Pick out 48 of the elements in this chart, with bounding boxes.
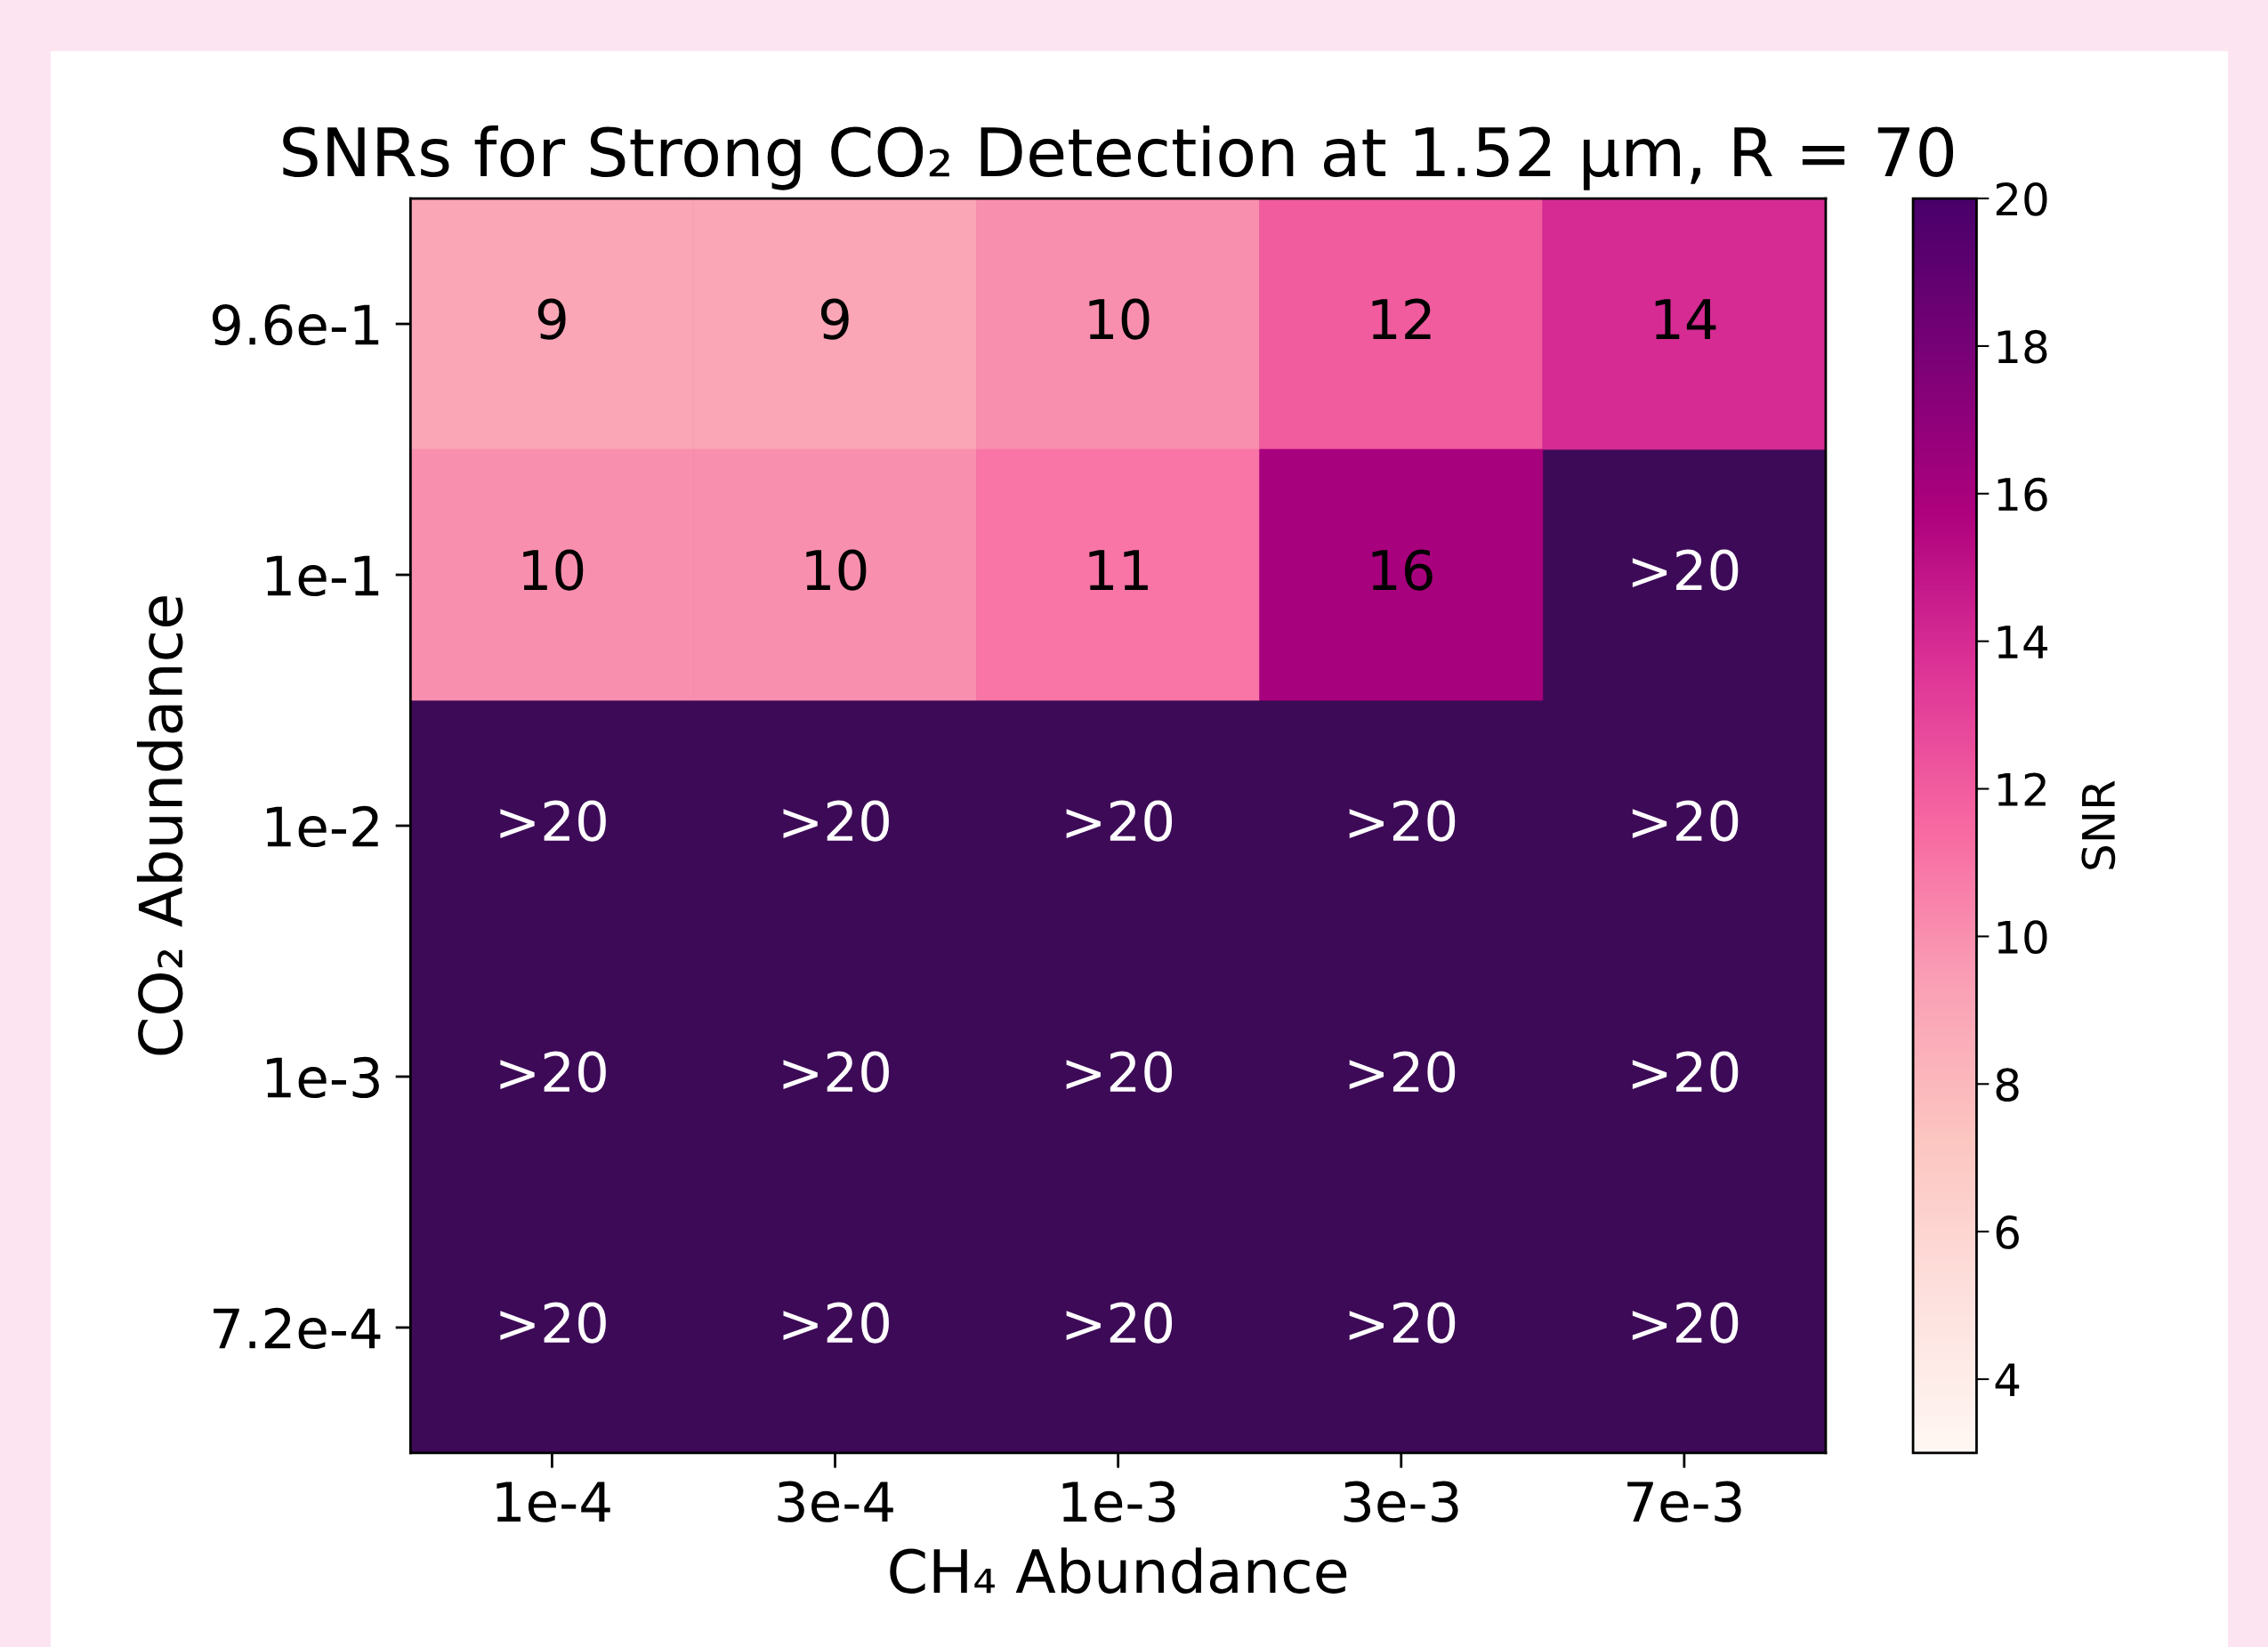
data-label: 9 bbox=[820, 298, 849, 340]
x-tick-label: 1e-3 bbox=[1062, 1481, 1175, 1522]
text: >20 bbox=[1349, 1051, 1456, 1093]
color-bar-label: 4 bbox=[1995, 1363, 2020, 1397]
data-label: 9 bbox=[537, 298, 566, 340]
text: >20 bbox=[1632, 549, 1739, 591]
color-bar-label: 14 bbox=[1998, 626, 2048, 658]
text: >20 bbox=[1632, 800, 1739, 842]
text: >20 bbox=[1066, 800, 1173, 842]
text: >20 bbox=[1066, 1051, 1173, 1093]
text: >20 bbox=[783, 1051, 889, 1093]
x-tick-label: 3e-4 bbox=[778, 1481, 893, 1522]
x-tick-label: 7e-3 bbox=[1627, 1481, 1741, 1522]
y-tick-label: 1e-1 bbox=[267, 555, 379, 597]
text: >20 bbox=[1632, 1051, 1739, 1093]
y-tick-label: 1e-2 bbox=[267, 805, 378, 848]
color-bar-label: 12 bbox=[1998, 772, 2046, 806]
text: >20 bbox=[500, 1051, 606, 1093]
color-bar-label: 18 bbox=[1998, 329, 2047, 364]
x-tick-label: 3e-3 bbox=[1344, 1481, 1458, 1522]
chart-title: SNRs for Strong CO₂ Detection at 1.52 μm, R = 70 bbox=[283, 125, 1954, 190]
color-bar-label: 20 bbox=[1996, 182, 2047, 216]
text: >20 bbox=[1349, 800, 1456, 842]
x-tick-label: 1e-4 bbox=[496, 1481, 610, 1522]
text: >20 bbox=[1066, 1302, 1173, 1344]
data-label: 10 bbox=[806, 549, 867, 591]
data-label: 16 bbox=[1372, 549, 1433, 591]
text: >20 bbox=[783, 1302, 889, 1344]
data-label: 14 bbox=[1655, 299, 1716, 339]
data-label: 10 bbox=[1089, 298, 1150, 340]
text: >20 bbox=[500, 800, 606, 842]
text: >20 bbox=[783, 800, 889, 842]
x-axis-title: CH₄ Abundance bbox=[890, 1547, 1347, 1594]
data-label: 12 bbox=[1372, 298, 1431, 339]
color-bar-label: 8 bbox=[1996, 1068, 2019, 1102]
color-bar-title: SNR bbox=[2081, 780, 2116, 869]
text: >20 bbox=[1349, 1302, 1456, 1344]
text: >20 bbox=[1632, 1302, 1739, 1344]
y-tick-label: 1e-3 bbox=[267, 1056, 379, 1099]
color-bar-label: 6 bbox=[1996, 1215, 2019, 1249]
text: >20 bbox=[500, 1302, 606, 1344]
data-label: 11 bbox=[1089, 550, 1148, 590]
color-bar-label: 16 bbox=[1998, 477, 2047, 512]
data-label: 10 bbox=[523, 549, 584, 591]
color-bar-label: 10 bbox=[1998, 920, 2047, 955]
y-tick-label: 7.2e-4 bbox=[214, 1307, 381, 1350]
y-tick-label: 9.6e-1 bbox=[212, 303, 379, 346]
y-axis-title: CO₂ Abundance bbox=[136, 596, 183, 1055]
